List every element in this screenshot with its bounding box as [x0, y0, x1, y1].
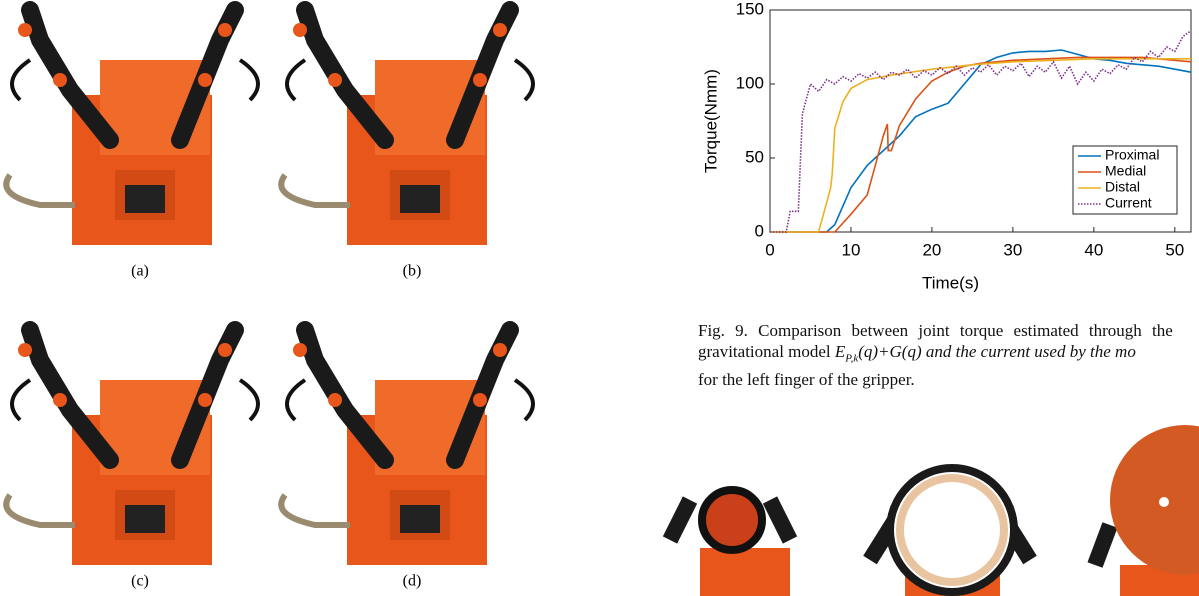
y-tick-label: 100 — [736, 73, 764, 92]
caption: Fig. 9. Comparison between joint torque … — [698, 320, 1199, 390]
x-tick-label: 10 — [842, 240, 861, 259]
caption-text: gravitational model — [698, 342, 835, 361]
grasp-photos — [670, 425, 1199, 596]
caption-math: E — [835, 342, 845, 361]
caption-line: Fig. 9. Comparison between joint torque … — [698, 320, 1199, 341]
x-tick-label: 0 — [765, 240, 774, 259]
x-tick-label: 20 — [922, 240, 941, 259]
caption-line: for the left finger of the gripper. — [698, 369, 1199, 390]
caption-math: (q)+G(q) and the current used by the mo — [858, 342, 1136, 361]
legend-label: Medial — [1105, 163, 1146, 179]
y-axis-label: Torque(Nmm) — [701, 69, 720, 173]
photo-c — [6, 330, 258, 565]
legend-label: Distal — [1105, 179, 1140, 195]
figure-label: (d) — [403, 573, 422, 590]
caption-sub: P,k — [845, 352, 858, 364]
legend-label: Current — [1105, 195, 1152, 211]
photo-d — [281, 330, 533, 565]
x-tick-label: 40 — [1084, 240, 1103, 259]
page-canvas: (a) (b) (c) (d) 0 50 100 150 0 10 20 30 40 50 Time… — [0, 0, 1199, 596]
photo-b — [281, 10, 533, 245]
figure-label: (a) — [131, 263, 149, 280]
page: (a) (b) (c) (d) 0 50 100 150 0 10 20 30 40 50 Time… — [0, 0, 1199, 596]
figure-label: (b) — [403, 263, 422, 280]
y-tick-label: 0 — [755, 221, 764, 240]
y-tick-label: 150 — [736, 0, 764, 18]
x-axis-label: Time(s) — [922, 273, 979, 292]
chart: 0 50 100 150 0 10 20 30 40 50 Time(s) Torque(Nmm) Pr… — [701, 0, 1191, 292]
y-tick-label: 50 — [745, 147, 764, 166]
x-tick-label: 30 — [1003, 240, 1022, 259]
photo-a — [6, 10, 258, 245]
x-tick-label: 50 — [1165, 240, 1184, 259]
figure-label: (c) — [131, 573, 149, 590]
caption-line: gravitational model EP,k(q)+G(q) and the… — [698, 341, 1199, 369]
legend-label: Proximal — [1105, 147, 1159, 163]
